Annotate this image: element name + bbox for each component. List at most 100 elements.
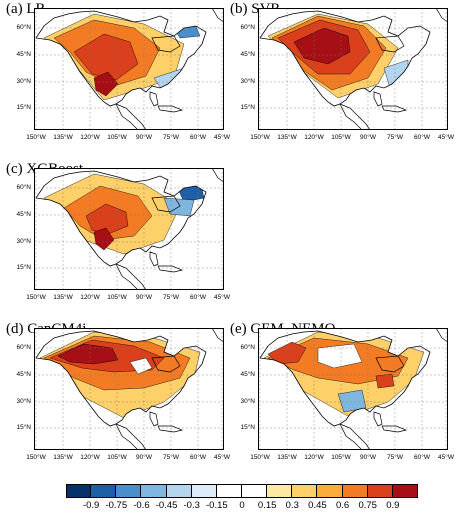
latitude-label: 45°N	[16, 51, 31, 58]
colorbar-segment	[317, 484, 343, 498]
longitude-label: 90°W	[136, 294, 152, 301]
correlation-region	[375, 373, 395, 389]
colorbar-tick-label: -0.15	[206, 500, 228, 511]
latitude-label: 30°N	[16, 238, 31, 245]
correlation-map: 60°N 45°N 30°N 15°N 150°W 135°W 120°W 105°W 90°W…	[16, 8, 230, 141]
correlation-region	[93, 71, 119, 97]
longitude-label: 135°W	[53, 134, 73, 141]
longitude-label: 150°W	[26, 134, 46, 141]
longitude-label: 150°W	[26, 454, 46, 461]
longitude-label: 75°W	[163, 294, 179, 301]
colorbar-tick-label: 0.15	[257, 500, 277, 511]
latitude-label: 60°N	[16, 24, 31, 31]
longitude-label: 135°W	[277, 134, 297, 141]
longitude-label: 105°W	[107, 134, 127, 141]
longitude-label: 75°W	[387, 134, 403, 141]
colorbar-segment	[367, 484, 393, 498]
map-svg	[34, 168, 224, 290]
colorbar-segment	[242, 484, 268, 498]
panel-svr: (b) SVR 60°N 45°N 30°N 15°N 150°W 135°W 120°W 1…	[226, 1, 454, 162]
longitude-label: 45°W	[214, 454, 230, 461]
longitude-label: 105°W	[107, 454, 127, 461]
longitude-label: 90°W	[360, 454, 376, 461]
longitude-label: 105°W	[331, 134, 351, 141]
colorbar-tick-label: 0	[239, 500, 245, 511]
colorbar-tick-label: -0.9	[82, 500, 100, 511]
colorbar-segment	[66, 484, 92, 498]
longitude-label: 135°W	[53, 454, 73, 461]
correlation-map: 60°N 45°N 30°N 15°N 150°W 135°W 120°W 105°W 90°W…	[16, 328, 230, 461]
longitude-label: 45°W	[438, 134, 454, 141]
longitude-label: 105°W	[107, 294, 127, 301]
longitude-label: 120°W	[304, 454, 324, 461]
longitude-label: 150°W	[250, 134, 270, 141]
latitude-label: 45°N	[16, 211, 31, 218]
longitude-label: 60°W	[190, 454, 206, 461]
panel-lr: (a) LR 60°N 45°N 30°N 15°N 150°W 135°W 120°W 10…	[2, 1, 230, 162]
colorbar-segment	[116, 484, 142, 498]
map-svg	[258, 8, 448, 130]
longitude-label: 75°W	[387, 454, 403, 461]
latitude-label: 60°N	[240, 24, 255, 31]
colorbar-segment	[267, 484, 293, 498]
latitude-label: 60°N	[16, 344, 31, 351]
latitude-label: 15°N	[240, 424, 255, 431]
latitude-label: 15°N	[16, 104, 31, 111]
correlation-map: 60°N 45°N 30°N 15°N 150°W 135°W 120°W 105°W 90°W…	[16, 168, 230, 301]
latitude-label: 15°N	[240, 104, 255, 111]
latitude-label: 30°N	[240, 398, 255, 405]
correlation-region	[85, 203, 129, 235]
panel-xgboost: (c) XGBoost 60°N45°N30°N15°N150°W135°W12…	[2, 161, 230, 322]
latitude-label: 45°N	[240, 371, 255, 378]
latitude-label: 60°N	[16, 184, 31, 191]
correlation-region	[317, 343, 363, 369]
colorbar-segment	[216, 484, 242, 498]
colorbar-segment	[342, 484, 368, 498]
colorbar: -0.9 -0.75 -0.6 -0.45 -0.3 -0.15 0 0.15 0.3 0.45 0…	[66, 484, 418, 516]
colorbar-tick-label: -0.45	[155, 500, 178, 511]
colorbar-tick-label: 0.9	[386, 500, 400, 511]
longitude-label: 120°W	[80, 454, 100, 461]
correlation-map: 60°N 45°N 30°N 15°N 150°W 135°W 120°W 105°W 90°W…	[240, 328, 454, 461]
longitude-label: 60°W	[414, 454, 430, 461]
latitude-label: 30°N	[240, 78, 255, 85]
longitude-label: 45°W	[214, 294, 230, 301]
longitude-label: 105°W	[331, 454, 351, 461]
longitude-label: 60°W	[190, 294, 206, 301]
longitude-label: 90°W	[360, 134, 376, 141]
correlation-region	[337, 389, 367, 413]
longitude-label: 75°W	[163, 134, 179, 141]
panel-cancm4i: (d) CanCM4i 60°N45°N30°N15°N150°W135°W12…	[2, 321, 230, 482]
colorbar-tick-label: 0.3	[285, 500, 299, 511]
longitude-label: 45°W	[214, 134, 230, 141]
colorbar-border	[66, 484, 418, 498]
latitude-label: 45°N	[240, 51, 255, 58]
colorbar-tick-label: 0.6	[335, 500, 350, 511]
colorbar-segment	[191, 484, 217, 498]
longitude-label: 75°W	[163, 454, 179, 461]
colorbar-segment	[292, 484, 318, 498]
latitude-label: 15°N	[16, 264, 31, 271]
map-svg	[34, 328, 224, 450]
longitude-label: 150°W	[250, 454, 270, 461]
colorbar-tick-label: -0.3	[183, 500, 200, 511]
colorbar-tick-label: 0.45	[308, 500, 327, 511]
longitude-label: 120°W	[80, 134, 100, 141]
longitude-label: 135°W	[277, 454, 297, 461]
latitude-label: 60°N	[240, 344, 255, 351]
longitude-label: 90°W	[136, 454, 152, 461]
map-svg	[258, 328, 448, 450]
colorbar-segment	[91, 484, 117, 498]
colorbar-tick-label: -0.75	[105, 500, 128, 511]
longitude-label: 45°W	[438, 454, 454, 461]
latitude-label: 30°N	[16, 398, 31, 405]
longitude-label: 60°W	[190, 134, 206, 141]
correlation-map: 60°N 45°N 30°N 15°N 150°W 135°W 120°W 105°W 90°W…	[240, 8, 454, 141]
panel-gem-nemo: (e) GEM_NEMO 60°N45°N30°N15°N150°W135°W1…	[226, 321, 454, 482]
longitude-label: 120°W	[304, 134, 324, 141]
longitude-label: 135°W	[53, 294, 73, 301]
latitude-label: 15°N	[16, 424, 31, 431]
longitude-label: 120°W	[80, 294, 100, 301]
map-svg	[34, 8, 224, 130]
longitude-label: 150°W	[26, 294, 46, 301]
